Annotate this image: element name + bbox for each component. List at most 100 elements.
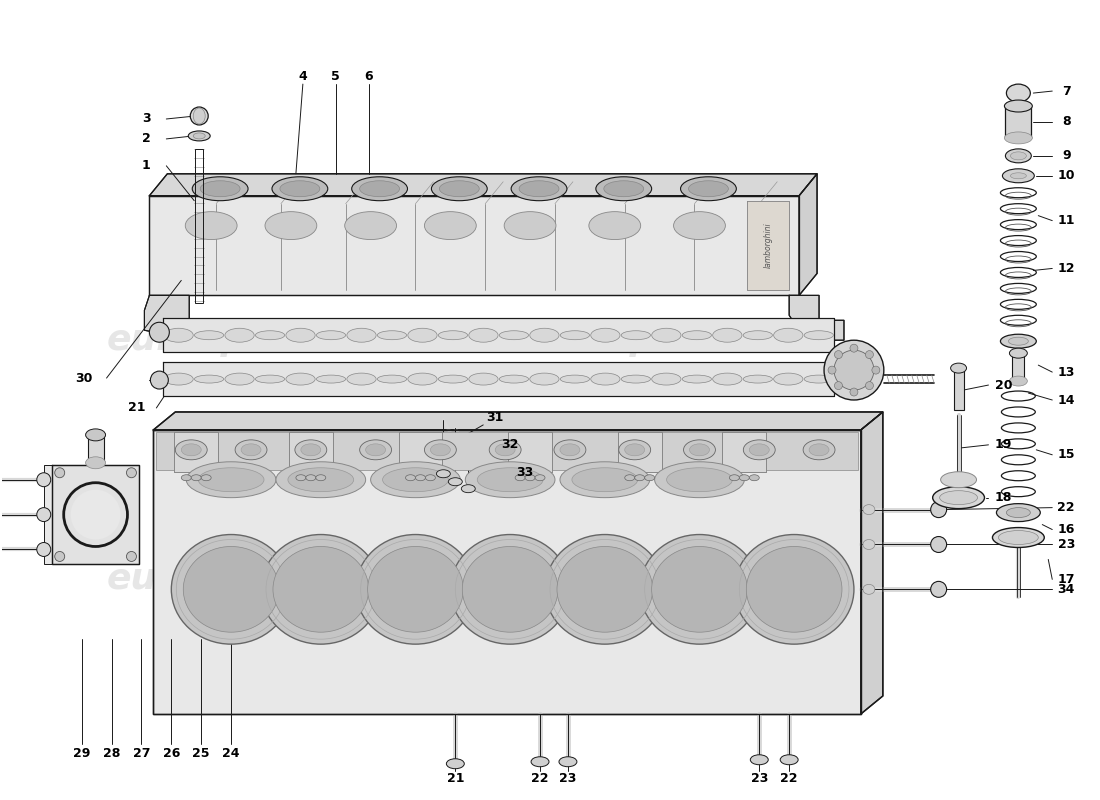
Ellipse shape [530,328,559,342]
Ellipse shape [654,462,745,498]
Ellipse shape [317,375,345,383]
Text: 14: 14 [1057,394,1075,406]
Ellipse shape [504,212,556,239]
Ellipse shape [192,177,249,201]
Ellipse shape [172,534,290,644]
Text: 34: 34 [1057,583,1075,596]
Ellipse shape [151,371,168,389]
Ellipse shape [190,107,208,125]
Text: 2: 2 [142,133,151,146]
Ellipse shape [344,212,396,239]
Text: 30: 30 [75,371,92,385]
Ellipse shape [828,366,836,374]
Ellipse shape [1006,84,1031,102]
Ellipse shape [835,350,843,358]
Ellipse shape [559,757,576,766]
Ellipse shape [477,468,543,492]
Ellipse shape [515,474,525,481]
Ellipse shape [36,542,51,557]
Ellipse shape [1000,334,1036,348]
Ellipse shape [749,474,759,481]
Polygon shape [618,432,661,472]
Text: 23: 23 [750,772,768,785]
Ellipse shape [735,534,854,644]
Ellipse shape [383,468,449,492]
Ellipse shape [194,108,206,124]
Ellipse shape [531,757,549,766]
Text: 31: 31 [486,411,504,425]
Text: 15: 15 [1057,448,1075,462]
Ellipse shape [200,181,240,197]
Ellipse shape [377,330,407,340]
Text: eurospares: eurospares [107,562,336,596]
Ellipse shape [1002,169,1034,182]
Text: 29: 29 [73,747,90,760]
Ellipse shape [55,468,65,478]
Ellipse shape [461,485,475,493]
Polygon shape [723,432,767,472]
Ellipse shape [346,373,376,385]
Ellipse shape [773,373,803,385]
Ellipse shape [316,474,326,481]
Ellipse shape [164,373,194,385]
Ellipse shape [365,444,386,456]
Bar [1012,353,1024,381]
Ellipse shape [288,468,354,492]
Ellipse shape [682,375,712,383]
Ellipse shape [301,444,321,456]
Ellipse shape [126,551,136,562]
Ellipse shape [86,457,106,469]
Ellipse shape [673,212,725,239]
Ellipse shape [261,534,381,644]
Ellipse shape [1009,338,1028,345]
Ellipse shape [682,330,712,340]
Polygon shape [398,432,442,472]
Ellipse shape [255,330,285,340]
Polygon shape [289,432,333,472]
Ellipse shape [572,468,638,492]
Ellipse shape [872,366,880,374]
Ellipse shape [530,373,559,385]
Ellipse shape [645,474,654,481]
Ellipse shape [931,582,947,598]
Ellipse shape [188,131,210,141]
Ellipse shape [70,490,121,539]
Ellipse shape [425,440,456,460]
Ellipse shape [681,177,736,201]
Text: 21: 21 [447,772,464,785]
Text: 13: 13 [1057,366,1075,378]
Text: eurospares: eurospares [516,323,744,358]
Ellipse shape [596,177,651,201]
Polygon shape [861,412,883,714]
Ellipse shape [360,181,399,197]
Ellipse shape [430,444,450,456]
Ellipse shape [449,478,462,486]
Ellipse shape [279,181,320,197]
Ellipse shape [198,468,264,492]
Ellipse shape [690,444,710,456]
Ellipse shape [195,375,223,383]
Ellipse shape [408,373,437,385]
Ellipse shape [689,181,728,197]
Ellipse shape [604,181,644,197]
Text: 8: 8 [1062,115,1070,129]
Ellipse shape [850,388,858,396]
Text: 22: 22 [780,772,798,785]
Ellipse shape [834,350,873,390]
Ellipse shape [625,444,645,456]
Text: 22: 22 [531,772,549,785]
Ellipse shape [557,546,652,632]
Polygon shape [799,174,817,295]
Polygon shape [747,201,789,290]
Bar [1005,106,1032,138]
Ellipse shape [621,330,650,340]
Ellipse shape [406,474,416,481]
Ellipse shape [241,444,261,456]
Ellipse shape [744,440,775,460]
Ellipse shape [746,546,842,632]
Text: 6: 6 [364,70,373,82]
Ellipse shape [499,330,529,340]
Ellipse shape [438,375,468,383]
Ellipse shape [439,181,480,197]
Text: 16: 16 [1057,523,1075,536]
